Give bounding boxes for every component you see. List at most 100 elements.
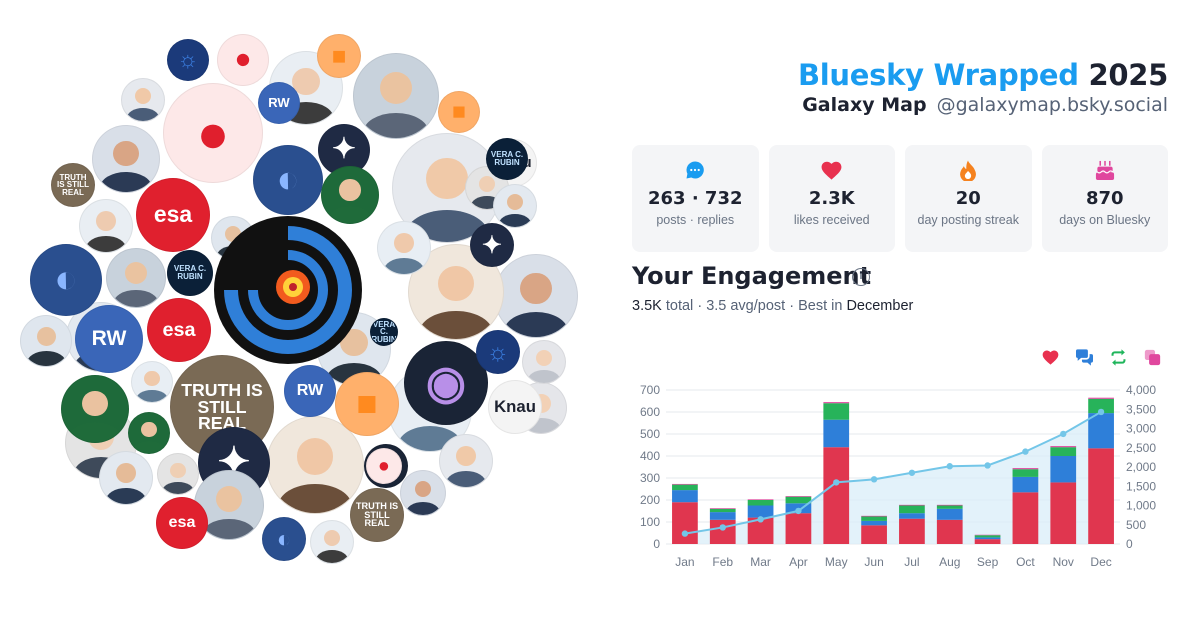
avatar-bubble[interactable]: VERA C. RUBIN — [486, 138, 528, 180]
y2-tick-label: 3,000 — [1126, 422, 1156, 436]
bar-segment — [1050, 446, 1077, 448]
avatar-shirt — [162, 482, 194, 494]
avatar-bubble[interactable]: RW — [258, 82, 300, 124]
x-tick-label: Apr — [789, 555, 808, 569]
avatar-bubble[interactable] — [310, 520, 354, 564]
stat-label: posts · replies — [656, 213, 735, 227]
brand-title: Bluesky Wrapped — [797, 58, 1079, 92]
wrapped-title: Bluesky Wrapped 2025 — [798, 58, 1168, 92]
avatar-shirt — [26, 351, 66, 366]
y-tick-label: 100 — [640, 515, 660, 529]
y-tick-label: 300 — [640, 471, 660, 485]
avatar-bubble[interactable]: TRUTH IS STILL REAL — [51, 163, 95, 207]
avatar-bubble[interactable]: esa — [156, 497, 208, 549]
avatar-bubble[interactable]: ● — [366, 448, 402, 484]
avatar-bubble[interactable]: ◐ — [262, 517, 306, 561]
avatar-bubble[interactable] — [321, 166, 379, 224]
avatar-face — [292, 67, 320, 96]
avatar-bubble[interactable]: ◉ — [404, 341, 488, 425]
avatar-bubble[interactable]: ■ — [335, 372, 399, 436]
avatar-face — [296, 438, 334, 475]
avatar-bubble[interactable]: ● — [163, 83, 263, 183]
avatar-bubble[interactable]: ■ — [438, 91, 480, 133]
avatar-logo: ◐ — [276, 157, 300, 201]
avatar-face — [324, 530, 340, 547]
stat-value: 2.3K — [808, 188, 855, 209]
x-tick-label: Dec — [1090, 555, 1111, 569]
profile-handle[interactable]: @galaxymap.bsky.social — [936, 94, 1168, 116]
avatar-bubble[interactable]: esa — [147, 298, 211, 362]
avatar-bubble[interactable] — [128, 412, 170, 454]
cumulative-point — [984, 462, 991, 469]
x-tick-label: Jan — [675, 555, 694, 569]
avatar-face — [339, 179, 361, 201]
bar-segment — [823, 402, 850, 404]
repost-icon[interactable] — [1108, 347, 1128, 367]
avatar-bubble[interactable]: ☼ — [476, 330, 520, 374]
y2-tick-label: 3,500 — [1126, 402, 1156, 416]
avatar-bubble[interactable]: ■ — [317, 34, 361, 78]
y2-tick-label: 1,000 — [1126, 499, 1156, 513]
avatar-bubble[interactable] — [439, 434, 493, 488]
y2-tick-label: 4,000 — [1126, 383, 1156, 397]
avatar-bubble[interactable] — [99, 451, 153, 505]
galaxy-map-avatar[interactable] — [213, 215, 363, 365]
avatar-logo: Knau — [494, 397, 536, 417]
avatar-shirt — [527, 370, 561, 383]
avatar-bubble[interactable]: RW — [284, 365, 336, 417]
avatar-bubble[interactable] — [79, 199, 133, 253]
avatar-bubble[interactable] — [400, 470, 446, 516]
year-title: 2025 — [1088, 58, 1168, 92]
avatar-bubble[interactable] — [157, 453, 199, 495]
chart-legend — [1040, 347, 1162, 367]
avatar-shirt — [69, 422, 121, 442]
y2-tick-label: 2,500 — [1126, 441, 1156, 455]
y2-tick-label: 0 — [1126, 537, 1133, 551]
bar-segment — [1012, 468, 1039, 470]
engagement-chart: 0 100 200 300 400 500 600 700 0 500 1,000 1,500 2,00… — [640, 383, 1156, 569]
avatar-bubble[interactable] — [20, 315, 72, 367]
bar-segment — [823, 447, 850, 544]
bar-segment — [899, 513, 925, 519]
avatar-bubble[interactable]: TRUTH IS STILL REAL — [350, 488, 404, 542]
avatar-bubble-cloud: ☼ ● TRUTH IS STILL REAL ◐ esa ✦ RW ■ VERA C. RUB… — [20, 34, 578, 564]
avatar-bubble[interactable] — [121, 78, 165, 122]
bar-segment — [785, 496, 812, 497]
avatar-bubble[interactable] — [61, 375, 129, 443]
avatar-bubble[interactable] — [266, 416, 364, 514]
cumulative-point — [1060, 430, 1067, 438]
y-tick-label: 700 — [640, 383, 660, 397]
avatar-bubble[interactable]: VERA C. RUBIN — [370, 318, 398, 346]
avatar-shirt — [277, 484, 353, 513]
avatar-shirt — [405, 501, 441, 515]
avatar-bubble[interactable] — [92, 125, 160, 193]
bar-segment — [936, 508, 963, 520]
avatar-bubble[interactable]: ◐ — [253, 145, 323, 215]
avatar-logo: ◐ — [276, 525, 292, 553]
avatar-face — [456, 446, 476, 467]
avatar-bubble[interactable]: ☼ — [167, 39, 209, 81]
avatar-bubble[interactable]: Knau — [488, 380, 542, 434]
avatar-bubble[interactable]: RW — [75, 305, 143, 373]
avatar-bubble[interactable] — [494, 254, 578, 338]
y2-tick-label: 500 — [1126, 518, 1146, 532]
cumulative-point — [681, 530, 689, 537]
avatar-bubble[interactable]: ● — [217, 34, 269, 86]
avatar-bubble[interactable]: ✦ — [470, 223, 514, 267]
avatar-bubble[interactable] — [493, 184, 537, 228]
avatar-bubble[interactable] — [377, 221, 431, 275]
avatar-bubble[interactable] — [522, 340, 566, 384]
reply-icon[interactable] — [1074, 347, 1094, 367]
avatar-bubble[interactable] — [353, 53, 439, 139]
avatar-bubble[interactable] — [106, 248, 166, 308]
bar-segment — [936, 519, 963, 544]
avatar-bubble[interactable]: VERA C. RUBIN — [167, 250, 213, 296]
avatar-bubble[interactable]: ◐ — [30, 244, 102, 316]
avatar-shirt — [445, 471, 487, 487]
bar-segment — [861, 515, 887, 517]
quote-icon[interactable] — [1142, 347, 1162, 367]
info-icon[interactable]: i — [852, 268, 870, 286]
x-tick-label: Oct — [1016, 555, 1035, 569]
avatar-bubble[interactable] — [131, 361, 173, 403]
heart-icon[interactable] — [1040, 347, 1060, 367]
